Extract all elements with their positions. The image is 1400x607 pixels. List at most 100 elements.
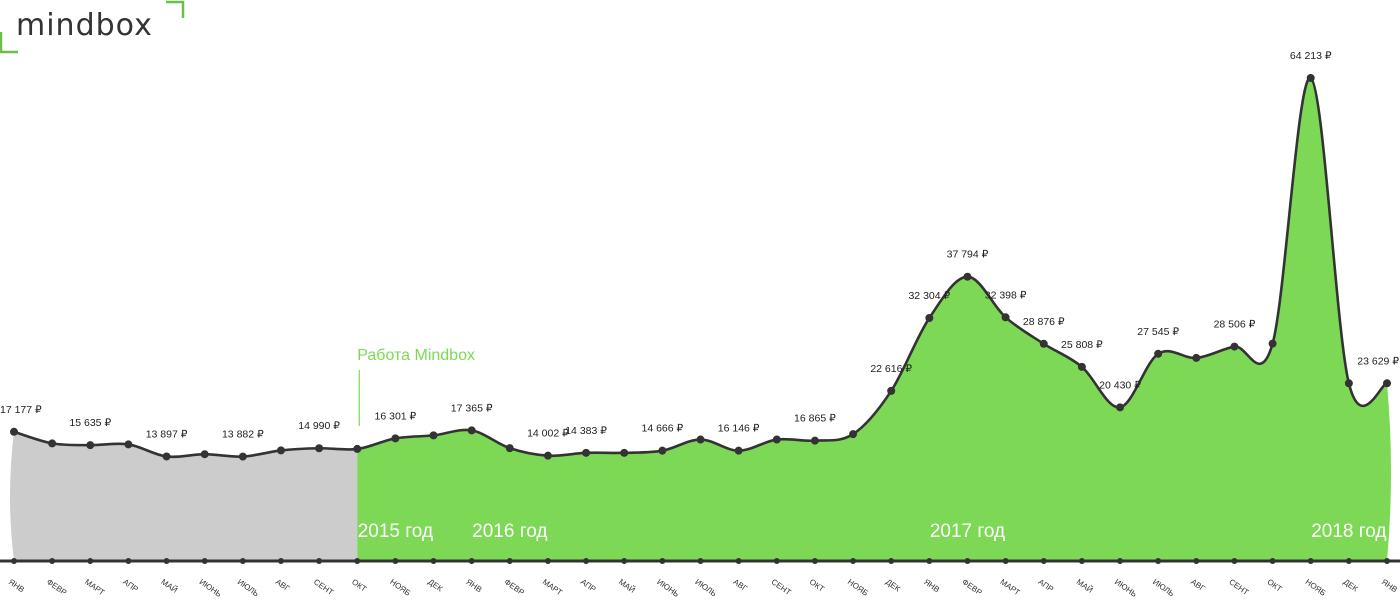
- x-tick-label: ИЮЛЬ: [693, 577, 718, 598]
- data-point: [582, 448, 591, 457]
- data-point: [658, 446, 667, 455]
- x-tick-label: ФЕВР: [960, 577, 983, 597]
- x-tick-label: ИЮНЬ: [198, 577, 224, 599]
- x-axis: ЯНВ ФЕВР МАРТ АПР МАЙ ИЮНЬ ИЮЛЬ АВГ СЕНТ ОКТ НОЯБ Д…: [0, 558, 1400, 599]
- value-label: 17 365 ₽: [451, 402, 493, 414]
- data-point: [467, 426, 476, 435]
- data-point: [734, 446, 743, 455]
- value-label: 15 635 ₽: [69, 417, 111, 429]
- logo-bracket-left: [0, 32, 18, 54]
- value-label: 28 506 ₽: [1214, 319, 1256, 331]
- value-label: 22 616 ₽: [870, 363, 912, 375]
- x-tick-label: ОКТ: [1265, 577, 1283, 593]
- data-point: [391, 434, 400, 443]
- axis-tick: [1078, 558, 1085, 564]
- x-tick-label: ДЕК: [884, 577, 902, 593]
- data-points: [10, 74, 1391, 461]
- x-tick-label: СЕНТ: [770, 577, 793, 597]
- data-point: [505, 444, 514, 453]
- data-point: [124, 440, 133, 449]
- axis-tick: [1155, 558, 1162, 564]
- axis-tick: [1117, 558, 1124, 564]
- axis-tick: [49, 558, 56, 564]
- x-tick-label: ИЮЛЬ: [236, 577, 261, 598]
- axis-tick: [888, 558, 895, 564]
- data-point: [429, 431, 438, 440]
- year-labels: 2015 год 2016 год 2017 год 2018 год: [358, 521, 1387, 542]
- x-tick-label: СЕНТ: [1227, 577, 1250, 597]
- value-label: 32 398 ₽: [985, 289, 1027, 301]
- value-label: 14 002 ₽: [527, 428, 569, 440]
- x-tick-label: ЯНВ: [1380, 577, 1399, 594]
- value-label: 28 876 ₽: [1023, 316, 1065, 328]
- value-label: 17 177 ₽: [0, 404, 42, 416]
- mindbox-logo: mindbox: [0, 0, 185, 54]
- value-labels: 17 177 ₽ 15 635 ₽ 13 897 ₽ 13 882 ₽ 14 990 ₽…: [0, 50, 1399, 441]
- value-label: 32 304 ₽: [908, 290, 950, 302]
- x-tick-label: МАЙ: [159, 577, 179, 595]
- data-point: [1039, 339, 1048, 348]
- data-point: [696, 435, 705, 444]
- data-point: [887, 386, 896, 395]
- axis-tick: [621, 558, 628, 564]
- data-point: [1383, 379, 1391, 388]
- x-tick-label: ЯНВ: [922, 577, 941, 594]
- x-tick-label: ИЮНЬ: [1113, 577, 1139, 599]
- year-label: 2018 год: [1311, 521, 1386, 542]
- area-fills: [10, 77, 1391, 561]
- data-point: [772, 435, 781, 444]
- axis-tick: [964, 558, 971, 564]
- axis-tick: [1384, 558, 1390, 564]
- area-before-mindbox: [10, 431, 358, 561]
- data-point: [1230, 342, 1239, 351]
- axis-tick: [506, 558, 513, 564]
- axis-tick: [277, 558, 284, 564]
- axis-tick: [926, 558, 933, 564]
- x-tick-label: ЯНВ: [7, 577, 26, 594]
- year-label: 2017 год: [930, 521, 1005, 542]
- data-point: [48, 439, 57, 448]
- data-point: [86, 441, 95, 450]
- value-label: 16 146 ₽: [718, 423, 760, 435]
- x-tick-label: ОКТ: [350, 577, 368, 593]
- x-tick-label: АПР: [121, 577, 140, 594]
- axis-tick: [850, 558, 857, 564]
- data-point: [315, 444, 324, 453]
- value-label: 16 865 ₽: [794, 413, 836, 425]
- data-point: [543, 451, 552, 460]
- x-tick-label: АВГ: [731, 577, 749, 593]
- annotation-text: Работа Mindbox: [357, 347, 475, 364]
- axis-tick: [468, 558, 475, 564]
- axis-tick: [1307, 558, 1314, 564]
- axis-tick: [11, 558, 17, 564]
- x-tick-label: МАРТ: [998, 577, 1021, 597]
- data-point: [1306, 74, 1315, 82]
- x-tick-label: ИЮНЬ: [655, 577, 681, 599]
- x-tick-label: ДЕК: [1342, 577, 1360, 593]
- axis-tick: [659, 558, 666, 564]
- x-tick-label: ОКТ: [808, 577, 826, 593]
- axis-tick: [430, 558, 437, 564]
- value-label: 20 430 ₽: [1099, 379, 1141, 391]
- data-point: [1077, 362, 1086, 371]
- data-point: [353, 444, 362, 453]
- axis-tick: [125, 558, 132, 564]
- x-tick-label: СЕНТ: [312, 577, 335, 597]
- logo-bracket-right: [166, 0, 185, 18]
- x-tick-label: МАРТ: [83, 577, 106, 597]
- x-tick-label: МАЙ: [1075, 577, 1095, 595]
- data-point: [1116, 403, 1125, 412]
- x-tick-label: МАЙ: [617, 577, 637, 595]
- value-label: 23 629 ₽: [1357, 355, 1399, 367]
- value-label: 13 882 ₽: [222, 429, 264, 441]
- value-label: 16 301 ₽: [375, 410, 417, 422]
- year-label: 2016 год: [472, 521, 547, 542]
- x-tick-label: АВГ: [1189, 577, 1207, 593]
- data-point: [963, 272, 972, 281]
- x-tick-label: ИЮЛЬ: [1151, 577, 1176, 598]
- value-label: 25 808 ₽: [1061, 339, 1103, 351]
- x-tick-label: ФЕВР: [503, 577, 526, 597]
- axis-tick: [163, 558, 170, 564]
- data-point: [849, 430, 858, 439]
